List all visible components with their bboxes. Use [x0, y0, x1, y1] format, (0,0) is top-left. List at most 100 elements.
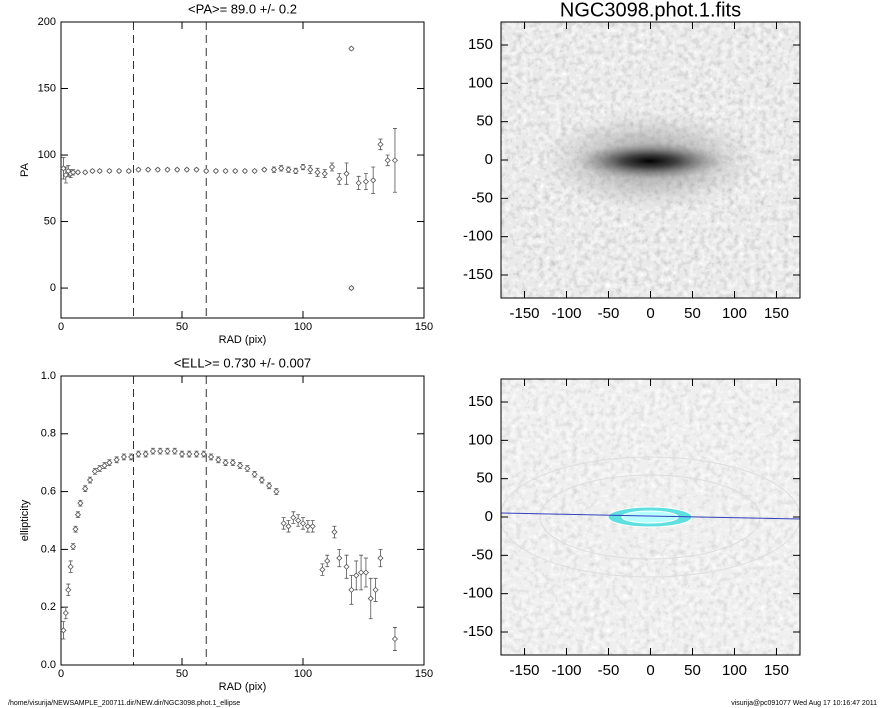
data-point	[65, 586, 72, 593]
y-tick-label: 150	[38, 82, 56, 94]
x-tick-label: -100	[551, 662, 581, 679]
data-point	[86, 476, 94, 484]
data-point	[290, 514, 297, 521]
data-point	[285, 523, 292, 530]
data-point	[336, 555, 343, 562]
x-tick-label: 100	[294, 668, 312, 680]
data-point	[280, 520, 287, 527]
data-point	[299, 163, 307, 171]
x-tick-label: 50	[176, 321, 188, 333]
data-point	[178, 450, 186, 458]
y-tick-label: -50	[471, 546, 493, 563]
data-point	[391, 635, 399, 643]
data-point	[362, 569, 369, 576]
data-point	[266, 482, 273, 489]
data-point	[292, 167, 299, 175]
data-point	[241, 167, 248, 175]
data-point	[164, 166, 171, 173]
data-point	[101, 462, 108, 469]
y-tick-label: 50	[44, 215, 56, 227]
chart-title: <ELL>= 0.730 +/- 0.007	[174, 355, 311, 370]
x-tick-label: 150	[415, 668, 433, 680]
x-tick-label: 150	[764, 305, 789, 322]
data-point	[258, 476, 265, 484]
y-tick-label: 100	[38, 149, 56, 161]
data-point	[193, 166, 200, 173]
x-tick-label: 0	[646, 305, 654, 322]
y-tick-label: 0.8	[41, 428, 56, 440]
x-tick-label: 0	[58, 321, 64, 333]
galaxy-core	[575, 143, 725, 179]
data-point	[164, 448, 171, 455]
y-axis-label: PA	[19, 162, 31, 177]
data-point	[91, 468, 98, 475]
x-tick-label: 0	[58, 668, 64, 680]
data-point	[200, 450, 207, 458]
y-tick-label: 0	[485, 151, 493, 168]
y-tick-label: -150	[463, 266, 493, 283]
data-point	[295, 517, 302, 524]
data-point	[367, 595, 374, 602]
data-point	[358, 569, 365, 576]
y-tick-label: 50	[476, 470, 493, 487]
data-point	[203, 167, 210, 175]
data-point	[174, 166, 181, 173]
y-tick-label: 0.6	[41, 486, 56, 498]
data-point	[125, 167, 132, 175]
data-point	[135, 450, 142, 458]
y-tick-label: 0.2	[41, 601, 56, 613]
data-point	[370, 177, 377, 184]
data-point	[120, 453, 127, 460]
y-tick-label: -50	[471, 189, 493, 206]
data-point	[237, 462, 244, 469]
x-tick-label: 100	[722, 662, 747, 679]
data-point	[222, 459, 229, 466]
data-point	[106, 459, 113, 466]
x-tick-label: 100	[294, 321, 312, 333]
data-point	[113, 456, 120, 463]
data-point	[171, 448, 178, 455]
x-tick-label: 150	[415, 321, 433, 333]
data-point	[207, 453, 215, 460]
x-tick-label: -50	[598, 305, 620, 322]
data-point	[96, 167, 103, 175]
x-axis-label: RAD (pix)	[219, 681, 267, 693]
data-point	[222, 167, 229, 175]
x-tick-label: -150	[510, 305, 540, 322]
data-point	[67, 563, 74, 570]
data-point	[299, 520, 307, 527]
data-point	[149, 448, 157, 455]
data-point	[251, 167, 258, 175]
y-tick-label: 0.0	[41, 659, 56, 671]
data-point	[77, 500, 84, 507]
data-point	[331, 528, 338, 536]
data-point	[145, 166, 152, 173]
data-point	[278, 165, 285, 172]
y-tick-label: 100	[468, 431, 493, 448]
data-point	[348, 285, 355, 292]
data-point	[215, 456, 222, 463]
x-tick-label: 150	[764, 662, 789, 679]
data-point	[355, 179, 362, 187]
data-point	[319, 566, 326, 573]
data-point	[348, 586, 355, 593]
core-contours	[621, 510, 679, 524]
data-point	[336, 175, 343, 183]
data-point	[362, 178, 369, 185]
data-point	[82, 485, 89, 492]
plot-frame	[60, 21, 425, 319]
data-point	[321, 170, 328, 177]
data-point	[74, 511, 82, 518]
data-point	[154, 166, 161, 173]
y-tick-label: 0.4	[41, 543, 56, 555]
y-tick-label: 0	[50, 282, 56, 294]
data-point	[372, 586, 379, 593]
y-tick-label: -100	[463, 228, 493, 245]
plot-frame	[60, 375, 425, 666]
data-point	[343, 563, 350, 570]
data-point	[232, 167, 239, 175]
y-tick-label: 50	[476, 113, 493, 130]
data-point	[193, 450, 200, 458]
x-tick-label: -50	[598, 662, 620, 679]
data-point	[89, 167, 96, 175]
